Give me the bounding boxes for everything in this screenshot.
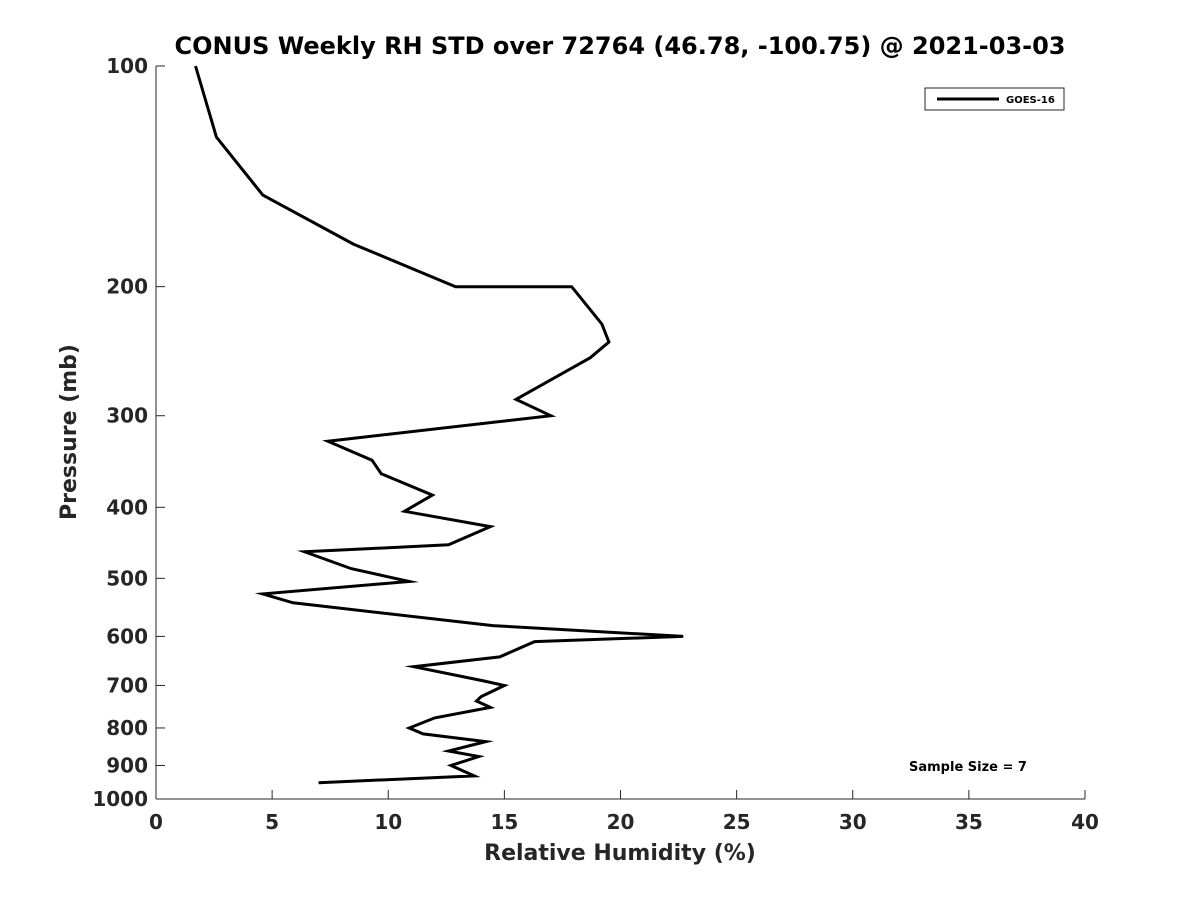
- plot-area: [156, 66, 1085, 799]
- x-tick-label: 40: [1071, 810, 1099, 834]
- series-group: [194, 65, 684, 785]
- y-axis-label: Pressure (mb): [57, 344, 82, 520]
- x-tick-label: 20: [607, 810, 635, 834]
- y-tick-label: 100: [106, 54, 148, 78]
- y-tick-label: 400: [106, 495, 148, 519]
- legend-label: GOES-16: [1006, 95, 1055, 106]
- y-tick-label: 800: [106, 716, 148, 740]
- y-tick-label: 600: [106, 624, 148, 648]
- series-line-goes-16: [194, 65, 684, 785]
- y-tick-label: 500: [106, 566, 148, 590]
- x-tick-label: 10: [374, 810, 402, 834]
- x-tick-label: 15: [490, 810, 518, 834]
- x-tick-label: 35: [955, 810, 983, 834]
- chart-title: CONUS Weekly RH STD over 72764 (46.78, -…: [174, 32, 1065, 60]
- y-tick-label: 200: [106, 275, 148, 299]
- x-tick-label: 30: [839, 810, 867, 834]
- x-axis-ticks: 0 5 10 15 20 25 30 35 40: [149, 790, 1099, 834]
- y-tick-label: 700: [106, 673, 148, 697]
- x-tick-label: 5: [265, 810, 279, 834]
- legend: GOES-16: [924, 87, 1065, 111]
- x-tick-label: 25: [723, 810, 751, 834]
- sample-size-annotation: Sample Size = 7: [909, 760, 1027, 775]
- x-axis-label: Relative Humidity (%): [484, 841, 756, 866]
- y-tick-label: 300: [106, 404, 148, 428]
- y-tick-label: 900: [106, 753, 148, 777]
- y-tick-label: 1000: [92, 787, 148, 811]
- x-tick-label: 0: [149, 810, 163, 834]
- y-axis-ticks: 100 200 300 400 500 600 700 800 900 1000: [92, 54, 165, 811]
